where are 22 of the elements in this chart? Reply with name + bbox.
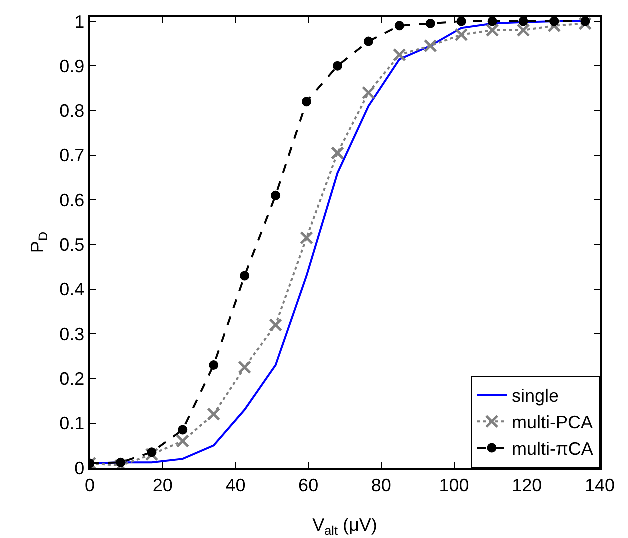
y-tick-label: 0.8 [60,101,85,122]
y-tick-label: 0.1 [60,414,85,434]
y-tick-label: 0.4 [60,280,85,300]
y-tick-label: 0.6 [60,190,85,210]
y-tick-label: 1 [74,12,85,32]
x-tick-label: 140 [584,475,616,496]
legend-label: multi-PCA [512,412,594,433]
legend-label: multi-πCA [512,439,594,460]
y-tick-label: 0.2 [60,368,85,389]
legend-label: single [512,386,560,406]
y-tick-label: 0.3 [60,324,85,344]
y-tick-label: 0.5 [60,235,85,256]
y-tick-label: 0.9 [60,56,85,76]
x-tick-label: 60 [298,475,319,496]
x-tick-label: 120 [512,475,542,496]
y-tick-label: 0 [74,458,85,478]
x-tick-label: 80 [371,475,392,496]
x-tick-label: 40 [226,475,246,496]
y-tick-label: 0.7 [60,146,85,166]
x-tick-label: 100 [439,475,470,496]
x-axis-title: V$_{alt}$ (μV) [312,515,378,538]
x-tick-label: 20 [152,475,173,496]
